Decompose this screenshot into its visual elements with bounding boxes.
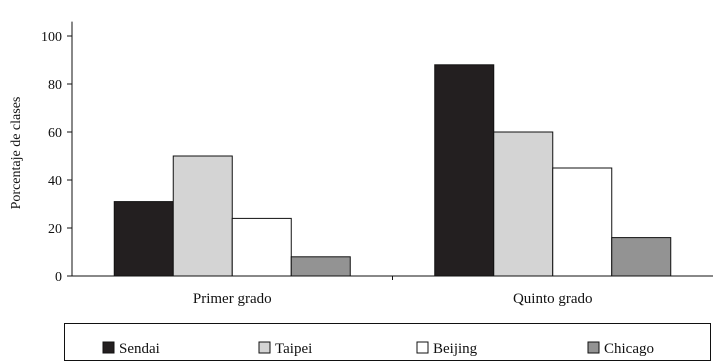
y-tick-label: 60 bbox=[48, 126, 62, 141]
legend-swatch-taipei bbox=[258, 341, 271, 354]
bar-sendai-1 bbox=[434, 64, 495, 277]
bar-taipei-0 bbox=[172, 155, 233, 277]
y-tick-label: 100 bbox=[41, 30, 62, 45]
legend-label-sendai: Sendai bbox=[119, 341, 160, 357]
legend-swatch-beijing bbox=[416, 341, 429, 354]
bar-beijing-1 bbox=[552, 167, 613, 277]
y-tick-label: 20 bbox=[48, 222, 62, 237]
bar-chicago-1 bbox=[611, 237, 672, 277]
legend-label-taipei: Taipei bbox=[275, 341, 312, 357]
y-tick-label: 80 bbox=[48, 78, 62, 93]
y-axis-ticks: 0 20 40 60 80 100 bbox=[41, 30, 72, 285]
legend-label-beijing: Beijing bbox=[433, 341, 478, 357]
legend-swatch-sendai bbox=[102, 341, 115, 354]
bar-sendai-0 bbox=[113, 201, 174, 277]
bar-beijing-0 bbox=[231, 217, 292, 277]
x-category-label: Primer grado bbox=[193, 291, 272, 307]
legend: Sendai Taipei Beijing Chicago bbox=[64, 323, 711, 361]
x-axis-categories: Primer grado Quinto grado bbox=[193, 291, 593, 307]
bars bbox=[113, 64, 672, 277]
x-category-label: Quinto grado bbox=[513, 291, 593, 307]
y-tick-label: 0 bbox=[55, 270, 62, 285]
bar-taipei-1 bbox=[493, 131, 554, 277]
y-axis-title: Porcentaje de clases bbox=[9, 97, 24, 210]
legend-box bbox=[64, 323, 711, 361]
y-tick-label: 40 bbox=[48, 174, 62, 189]
legend-label-chicago: Chicago bbox=[604, 341, 654, 357]
bar-chicago-0 bbox=[290, 256, 351, 277]
legend-swatch-chicago bbox=[587, 341, 600, 354]
